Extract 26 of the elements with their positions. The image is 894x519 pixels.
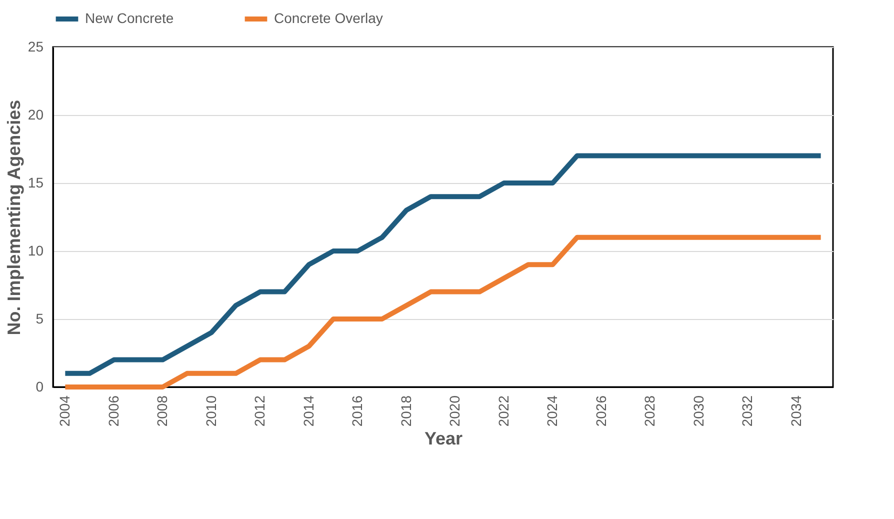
y-tick-label: 10 (28, 242, 44, 258)
x-tick-label: 2016 (349, 395, 366, 427)
y-tick-label: 0 (36, 378, 44, 394)
x-tick-label: 2022 (495, 395, 512, 427)
x-tick-label: 2020 (446, 395, 463, 427)
x-tick-label: 2004 (56, 395, 73, 427)
x-tick-label: 2006 (105, 395, 122, 427)
y-tick-label: 15 (28, 174, 44, 190)
y-tick-label: 25 (28, 38, 44, 54)
x-tick-label: 2008 (154, 395, 170, 427)
x-tick-label: 2026 (592, 395, 609, 427)
x-tick-label: 2018 (398, 395, 414, 427)
x-tick-label: 2032 (739, 395, 756, 427)
y-axis-title: No. Implementing Agencies (4, 100, 24, 336)
x-tick-label: 2010 (202, 395, 219, 427)
x-tick-label: 2012 (252, 395, 268, 427)
x-tick-label: 2030 (690, 395, 706, 427)
x-tick-label: 2034 (788, 395, 804, 427)
x-tick-label: 2024 (544, 395, 560, 427)
x-tick-label: 2028 (642, 395, 658, 427)
y-tick-label: 20 (28, 106, 44, 122)
x-axis-title: Year (424, 428, 463, 449)
legend-label: New Concrete (85, 10, 174, 26)
y-tick-label: 5 (36, 310, 44, 326)
x-tick-label: 2014 (300, 395, 316, 427)
legend-label: Concrete Overlay (274, 10, 383, 26)
